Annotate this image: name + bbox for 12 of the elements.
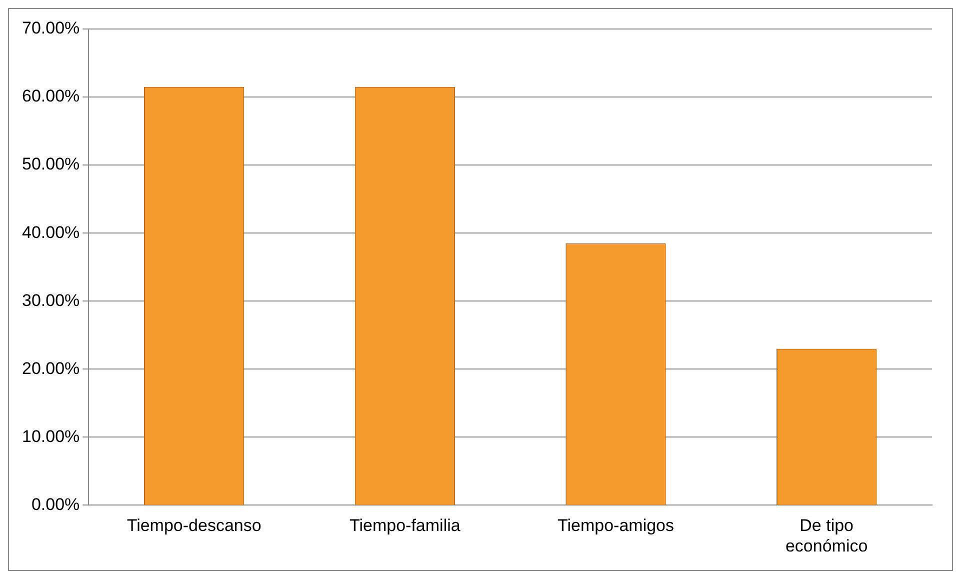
y-tick-label: 70.00% [22,18,80,38]
x-tick-label: Tiempo-familia [349,516,461,536]
y-tick-label: 40.00% [22,222,80,242]
y-tick-label: 10.00% [22,426,80,446]
y-tick-label: 0.00% [31,494,80,514]
x-tick-label: Tiempo-descanso [126,516,262,536]
y-tick-label: 50.00% [22,154,80,174]
x-tick-label: Tiempo-amigos [557,516,674,536]
y-tick-label: 30.00% [22,290,80,310]
y-tick-label: 60.00% [22,86,80,106]
x-tick-label: De tipo económico [785,516,868,556]
y-tick-label: 20.00% [22,358,80,378]
